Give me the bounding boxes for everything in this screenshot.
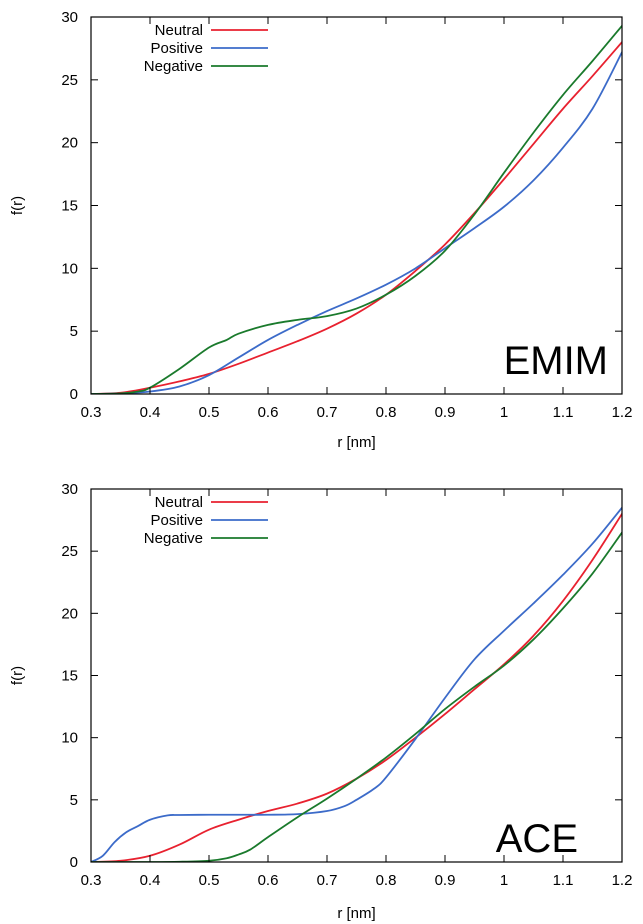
series-line-positive (91, 51, 622, 394)
y-tick-label: 30 (61, 481, 78, 498)
series-group (91, 506, 622, 862)
y-tick-label: 10 (61, 260, 78, 277)
series-line-positive (91, 506, 622, 862)
chart-panel-bottom: 0.3 0.4 0.5 0.6 0.7 0.8 0.9 1 1.1 1.2 0 5 10 15 20 25 30… (9, 481, 632, 922)
x-tick-label: 0.4 (140, 404, 161, 421)
x-tick-label: 1 (500, 404, 508, 421)
x-tick-label: 0.9 (435, 872, 456, 889)
series-group (91, 24, 622, 394)
y-tick-label: 0 (70, 854, 78, 871)
x-tick-label: 1.1 (553, 404, 574, 421)
x-tick-label: 0.5 (199, 872, 220, 889)
y-tick-label: 15 (61, 668, 78, 685)
y-tick-label: 10 (61, 730, 78, 747)
panel-label: ACE (496, 817, 578, 861)
y-tick-label: 5 (70, 792, 78, 809)
x-tick-label: 0.8 (376, 872, 397, 889)
y-tick-label: 25 (61, 72, 78, 89)
y-axis-label: f(r) (9, 666, 26, 685)
x-tick-label: 1.2 (612, 872, 633, 889)
x-tick-label: 0.4 (140, 872, 161, 889)
y-tick-label: 20 (61, 135, 78, 152)
x-axis-label: r [nm] (337, 434, 375, 451)
y-tick-label: 5 (70, 323, 78, 340)
panel-label: EMIM (504, 339, 608, 383)
series-line-negative (91, 24, 622, 394)
x-tick-label: 0.6 (258, 872, 279, 889)
legend-label: Neutral (155, 22, 203, 39)
chart-panel-top: 0.3 0.4 0.5 0.6 0.7 0.8 0.9 1 1.1 1.2 0 5 10 15 20 25 30… (9, 9, 632, 451)
x-tick-label: 0.5 (199, 404, 220, 421)
y-tick-label: 25 (61, 543, 78, 560)
series-line-neutral (91, 512, 622, 862)
x-tick-label: 0.8 (376, 404, 397, 421)
x-tick-label: 0.6 (258, 404, 279, 421)
x-tick-label: 1.1 (553, 872, 574, 889)
legend-label: Positive (150, 512, 203, 529)
legend-label: Positive (150, 40, 203, 57)
series-line-neutral (91, 41, 622, 394)
x-tick-label: 0.3 (81, 872, 102, 889)
x-tick-label: 1.2 (612, 404, 633, 421)
x-tick-label: 0.9 (435, 404, 456, 421)
x-axis-label: r [nm] (337, 905, 375, 922)
y-tick-label: 20 (61, 605, 78, 622)
legend-label: Neutral (155, 494, 203, 511)
y-tick-label: 0 (70, 386, 78, 403)
x-tick-label: 1 (500, 872, 508, 889)
x-tick-label: 0.7 (317, 404, 338, 421)
x-tick-label: 0.3 (81, 404, 102, 421)
x-tick-label: 0.7 (317, 872, 338, 889)
legend-label: Negative (144, 530, 203, 547)
legend-label: Negative (144, 58, 203, 75)
y-tick-label: 30 (61, 9, 78, 26)
y-axis-label: f(r) (9, 196, 26, 215)
y-tick-label: 15 (61, 198, 78, 215)
series-line-negative (91, 531, 622, 862)
